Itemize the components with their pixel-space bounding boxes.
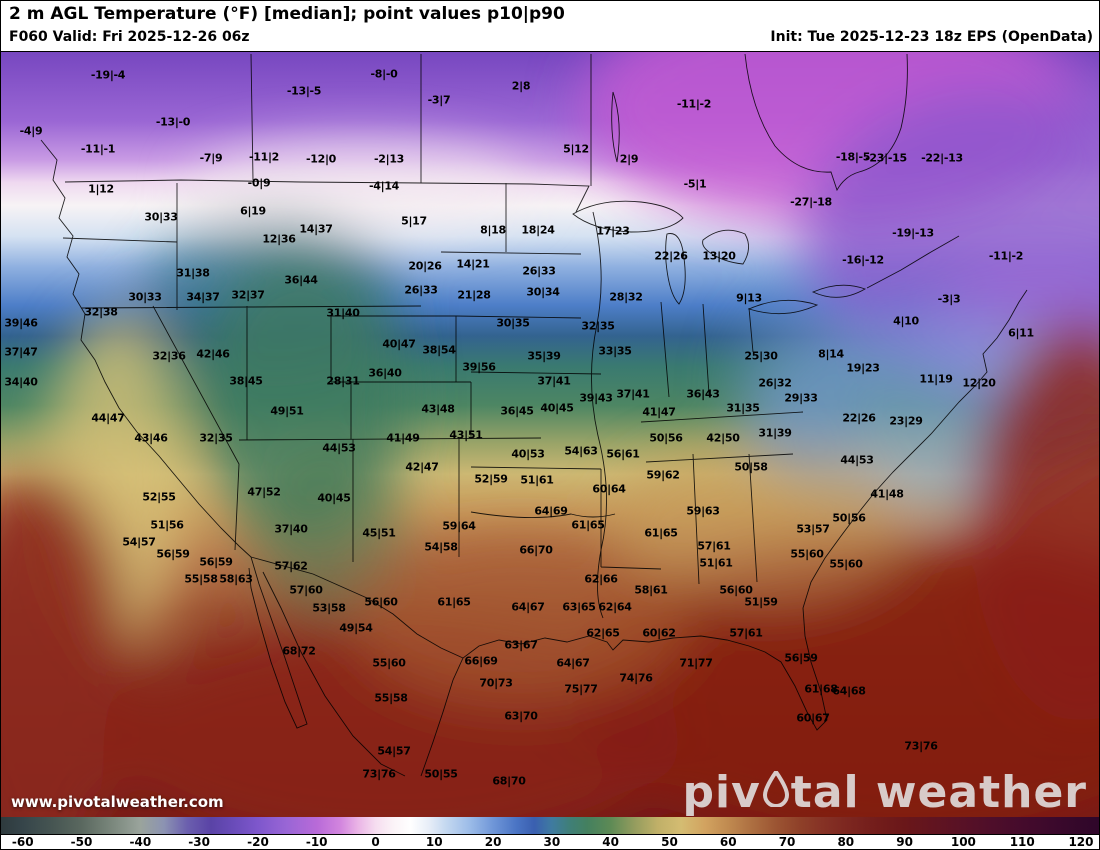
valid-time-label: F060 Valid: Fri 2025-12-26 06z xyxy=(9,29,250,45)
colorbar-tick-label: 110 xyxy=(1009,835,1035,849)
colorbar-tick-label: 30 xyxy=(543,835,561,849)
colorbar-tick-label: -40 xyxy=(129,835,152,849)
brand-text-suffix: tal weather xyxy=(790,767,1087,818)
colorbar-tick-label: 20 xyxy=(484,835,502,849)
title-bar: 2 m AGL Temperature (°F) [median]; point… xyxy=(1,1,1099,51)
brand-logo: piv tal weather xyxy=(682,767,1087,818)
colorbar-tick-label: 0 xyxy=(371,835,380,849)
colorbar-tick-label: 60 xyxy=(719,835,737,849)
colorbar-tick-label: 50 xyxy=(661,835,678,849)
init-time-label: Init: Tue 2025-12-23 18z EPS (OpenData) xyxy=(770,29,1093,45)
page-title: 2 m AGL Temperature (°F) [median]; point… xyxy=(9,4,565,24)
colorbar-tick-label: 80 xyxy=(837,835,855,849)
colorbar-ticks: -60 -50 -40 -30 -20 -10 0 10 20 30 40 50 60 70 80 90 100… xyxy=(1,834,1099,849)
colorbar-tick-label: -50 xyxy=(70,835,93,849)
water-droplet-icon xyxy=(762,768,789,815)
brand-text-prefix: piv xyxy=(682,767,761,818)
colorbar-gradient xyxy=(1,817,1099,835)
geographic-boundaries xyxy=(40,53,1028,777)
colorbar-tick-label: 10 xyxy=(425,835,443,849)
colorbar-tick-label: 90 xyxy=(896,835,913,849)
colorbar-tick-label: -20 xyxy=(247,835,269,849)
temperature-field-svg xyxy=(1,52,1099,818)
colorbar-tick-label: -60 xyxy=(11,835,34,849)
colorbar-tick-label: 100 xyxy=(950,835,976,849)
colorbar-tick-label: 120 xyxy=(1068,835,1094,849)
temperature-map xyxy=(1,51,1099,819)
colorbar-tick-label: 70 xyxy=(778,835,796,849)
colorbar-tick-label: -30 xyxy=(188,835,210,849)
colorbar-tick-label: -10 xyxy=(305,835,328,849)
color-scale-bar: -60 -50 -40 -30 -20 -10 0 10 20 30 40 50 60 70 80 90 100… xyxy=(1,817,1099,849)
regional-temperature-blobs xyxy=(1,52,1099,818)
watermark-url: www.pivotalweather.com xyxy=(11,793,224,811)
colorbar-tick-label: 40 xyxy=(602,835,619,849)
